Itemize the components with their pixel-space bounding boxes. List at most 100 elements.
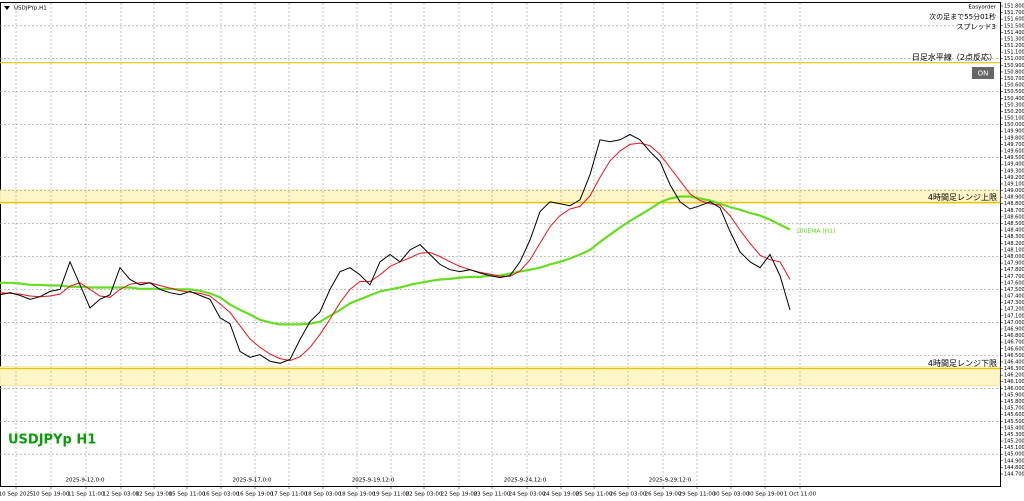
ma-line [0,142,791,362]
y-tick-label: 145.600 [1004,412,1024,418]
y-tick-label: 144.800 [1004,465,1024,471]
on-button[interactable] [972,67,994,79]
x-tick-label: 11 Sep 11:00 [68,492,105,498]
y-tick-label: 148.100 [1004,247,1024,253]
background-layer [0,3,1001,486]
y-tick-label: 148.800 [1004,201,1024,207]
y-tick-label: 148.900 [1004,195,1024,201]
y-tick-label: 145.300 [1004,432,1024,438]
x-tick-label: 15 Sep 11:00 [169,492,206,498]
x-tick-label: 17 Sep 11:00 [271,492,308,498]
y-tick-label: 147.000 [1004,320,1024,326]
y-tick-label: 147.800 [1004,267,1024,273]
y-tick-label: 146.900 [1004,326,1024,332]
y-tick-label: 146.800 [1004,333,1024,339]
y-tick-label: 150.300 [1004,102,1024,108]
x-tick-label: 22 Sep 03:00 [406,492,443,498]
y-tick-label: 146.000 [1004,386,1024,392]
x-tick-label: 25 Sep 11:00 [576,492,613,498]
y-tick-label: 151.800 [1004,4,1024,10]
y-tick-label: 150.700 [1004,76,1024,82]
level-label: 4時間足レンジ下限 [928,359,997,368]
separator-label: 2025-9-24,12:0 [504,478,547,484]
y-tick-label: 146.100 [1004,379,1024,385]
y-tick-label: 149.700 [1004,142,1024,148]
panel-timer: 次の足まで55分01秒 [929,12,996,21]
x-tick-label: 16 Sep 19:00 [237,492,274,498]
y-tick-label: 147.500 [1004,287,1024,293]
x-tick-label: 30 Sep 03:00 [713,492,750,498]
y-tick-label: 147.400 [1004,294,1024,300]
y-tick-label: 146.200 [1004,373,1024,379]
y-tick-label: 148.200 [1004,241,1024,247]
x-tick-label: 18 Sep 19:00 [339,492,376,498]
watermark: USDJPYp H1 [8,433,96,448]
y-tick-label: 150.100 [1004,116,1024,122]
y-tick-label: 151.100 [1004,50,1024,56]
y-tick-label: 148.700 [1004,208,1024,214]
y-tick-label: 145.200 [1004,439,1024,445]
level-label: 日足水平線（2点反応） [912,52,997,62]
x-tick-label: 1 Oct 11:00 [784,492,817,498]
x-tick-label: 16 Sep 03:00 [203,492,240,498]
y-tick-label: 150.600 [1004,83,1024,89]
x-tick-label: 26 Sep 19:00 [645,492,682,498]
caption-icon [4,6,10,10]
level-label: 4時間足レンジ上限 [928,193,997,202]
y-tick-label: 146.400 [1004,359,1024,365]
x-tick-label: 30 Sep 19:00 [747,492,784,498]
y-tick-label: 144.900 [1004,458,1024,464]
y-tick-label: 150.200 [1004,109,1024,115]
y-tick-label: 145.900 [1004,392,1024,398]
y-tick-label: 147.700 [1004,274,1024,280]
y-tick-label: 148.500 [1004,221,1024,227]
separator-label: 2025-9-17,0:0 [232,478,272,484]
x-tick-label: 12 Sep 03:00 [103,492,140,498]
on-button-label[interactable]: ON [978,70,989,78]
y-tick-label: 147.100 [1004,313,1024,319]
y-tick-label: 145.700 [1004,406,1024,412]
y-tick-label: 147.900 [1004,261,1024,267]
y-tick-label: 151.200 [1004,43,1024,49]
y-tick-label: 151.600 [1004,17,1024,23]
separator-label: 2025-9-29,12:0 [649,478,692,484]
y-tick-label: 149.200 [1004,175,1024,181]
y-tick-label: 151.300 [1004,36,1024,42]
y-tick-label: 150.900 [1004,63,1024,69]
range-zone [0,366,1001,386]
y-tick-label: 147.200 [1004,307,1024,313]
y-tick-label: 146.300 [1004,366,1024,372]
y-tick-label: 150.000 [1004,122,1024,128]
y-tick-label: 149.600 [1004,149,1024,155]
price-line [0,133,791,364]
separator-label: 2025-9-19,12:0 [352,478,395,484]
y-tick-label: 144.700 [1004,472,1024,478]
y-tick-label: 148.000 [1004,254,1024,260]
y-tick-label: 145.500 [1004,419,1024,425]
x-tick-label: 24 Sep 03:00 [509,492,546,498]
y-tick-label: 150.400 [1004,96,1024,102]
y-tick-label: 149.300 [1004,168,1024,174]
y-tick-label: 150.800 [1004,69,1024,75]
y-tick-label: 149.400 [1004,162,1024,168]
y-tick-label: 151.400 [1004,30,1024,36]
x-tick-label: 26 Sep 03:00 [610,492,647,498]
ema-line [0,195,791,326]
y-tick-label: 145.000 [1004,452,1024,458]
separator-label: 2025-9-12,0:0 [65,478,105,484]
x-tick-label: 24 Sep 19:00 [543,492,580,498]
x-tick-label: 29 Sep 11:00 [679,492,716,498]
foreground-layer: 151.800151.700151.600151.500151.400151.3… [0,4,1024,498]
x-tick-label: 23 Sep 11:00 [474,492,511,498]
x-tick-label: 12 Sep 19:00 [136,492,173,498]
y-tick-label: 147.300 [1004,300,1024,306]
y-tick-label: 145.400 [1004,425,1024,431]
panel-spread: スプレッド3 [957,23,996,31]
x-tick-label: 10 Sep 19:00 [33,492,70,498]
x-tick-label: 22 Sep 19:00 [441,492,478,498]
y-tick-label: 146.600 [1004,346,1024,352]
series-label: 100EMA (H1) [796,228,835,235]
symbol-caption: USDJPYp,H1 [14,6,47,12]
